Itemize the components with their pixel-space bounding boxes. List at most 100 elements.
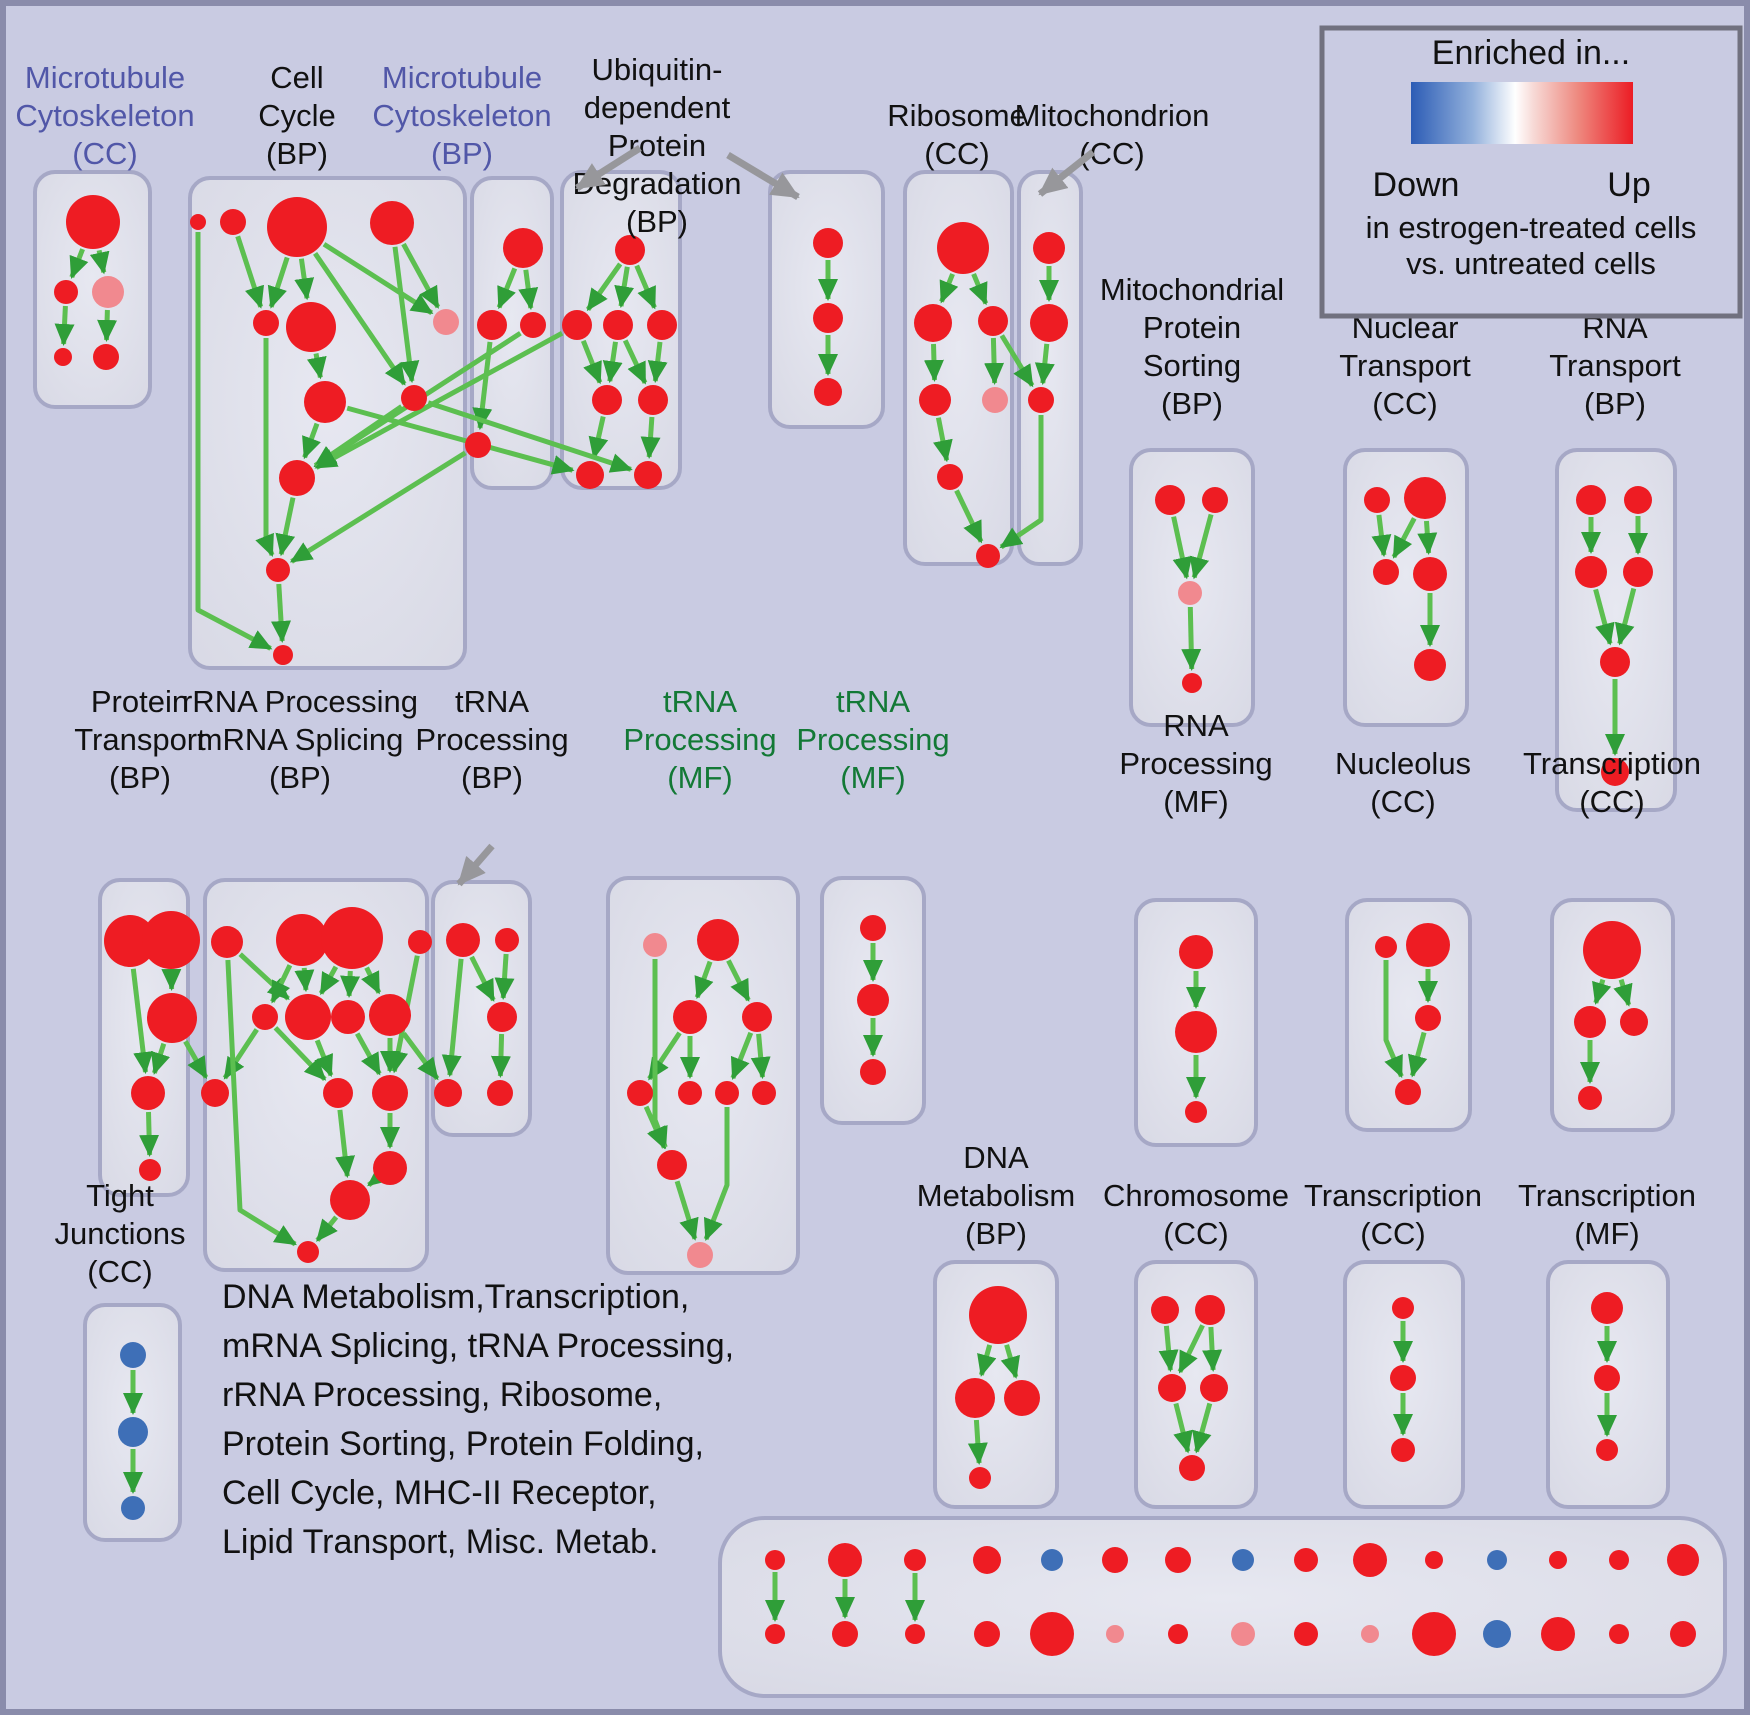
term-label-protein-transport-bp-line2: (BP) — [109, 760, 171, 795]
term-label-chromosome-cc-line0: Chromosome — [1103, 1178, 1289, 1213]
gene-set-node-pink — [1231, 1622, 1255, 1646]
gene-set-node-red — [1168, 1624, 1188, 1644]
term-label-rna-transport-bp-line2: (BP) — [1584, 386, 1646, 421]
misc-terms-text-line3: Protein Sorting, Protein Folding, — [222, 1425, 704, 1463]
edge-arrow — [1177, 1324, 1205, 1374]
gene-set-node-red — [974, 1621, 1000, 1647]
term-label-trna-processing-mf-2-line0: tRNA — [836, 684, 910, 719]
term-label-cell-cycle-bp-line0: Cell — [270, 60, 323, 95]
gene-set-node-red — [576, 461, 604, 489]
gene-set-node-red — [1158, 1374, 1186, 1402]
gene-set-node-red — [211, 926, 243, 958]
edge-arrow — [318, 965, 340, 996]
gene-set-node-red — [253, 310, 279, 336]
term-label-cell-cycle-bp-line1: Cycle — [258, 98, 336, 133]
gene-set-node-red — [201, 1079, 229, 1107]
edge-arrow — [518, 269, 539, 311]
gene-set-node-red — [860, 1059, 886, 1085]
gene-set-node-red — [657, 1150, 687, 1180]
edge-arrow — [703, 1107, 730, 1241]
gene-set-node-red — [286, 302, 336, 352]
gene-set-node-red — [503, 228, 543, 268]
term-label-rna-processing-mf-line0: RNA — [1163, 708, 1229, 743]
gene-set-node-red — [1406, 923, 1450, 967]
gene-set-node-red — [1600, 647, 1630, 677]
gene-set-node-red — [477, 310, 507, 340]
gene-set-node-red — [487, 1080, 513, 1106]
edge-arrow — [289, 450, 467, 564]
gene-set-node-blue — [121, 1496, 145, 1520]
term-label-rna-processing-mf-line2: (MF) — [1163, 784, 1228, 819]
gene-set-node-red — [1004, 1380, 1040, 1416]
gene-set-node-red — [142, 911, 200, 969]
gene-set-node-red — [1165, 1547, 1191, 1573]
term-label-mitochondrial-protein-sorting-bp-line3: (BP) — [1161, 386, 1223, 421]
edge-arrow — [306, 353, 327, 380]
edge-arrow — [933, 417, 953, 463]
gene-set-node-red — [857, 984, 889, 1016]
gene-set-node-red — [54, 280, 78, 304]
gene-set-node-red — [267, 197, 327, 257]
gene-set-node-red — [487, 1002, 517, 1032]
edge-arrow — [139, 1111, 160, 1157]
term-label-rrna-processing-mrna-splicing-bp-line1: mRNA Splicing — [197, 722, 404, 757]
gene-set-node-red — [1033, 232, 1065, 264]
edge-arrow — [588, 416, 609, 460]
legend-down-label: Down — [1373, 166, 1460, 204]
term-label-rna-processing-mf-line1: Processing — [1119, 746, 1272, 781]
edge-arrow — [314, 1039, 334, 1078]
edge-arrow — [235, 235, 265, 309]
gene-set-node-red — [266, 558, 290, 582]
term-box-mitochondrion-cc — [1017, 170, 1083, 566]
gene-set-node-red — [1620, 1008, 1648, 1036]
gene-set-node-red — [1425, 1551, 1443, 1569]
term-label-transcription-mf-line0: Transcription — [1518, 1178, 1696, 1213]
gene-set-node-blue — [1232, 1549, 1254, 1571]
edge-arrow — [1371, 514, 1392, 558]
edge-arrow — [1593, 588, 1615, 646]
edge-arrow — [294, 258, 315, 301]
gene-set-node-red — [66, 195, 120, 249]
gene-set-node-blue — [1487, 1550, 1507, 1570]
gene-set-node-red — [814, 378, 842, 406]
annotation-layer: DNA Metabolism,Transcription, mRNA Splici… — [222, 145, 1096, 1561]
term-label-microtubule-cytoskeleton-bp-line2: (BP) — [431, 136, 493, 171]
term-box-dna-metabolism-bp — [933, 1260, 1059, 1509]
gene-set-node-blue — [1483, 1620, 1511, 1648]
gene-set-node-red — [323, 1078, 353, 1108]
edge-arrow — [314, 331, 564, 470]
legend: Enriched in... Down Up in estrogen-treat… — [1319, 25, 1743, 319]
gene-set-node-red — [495, 928, 519, 952]
gene-set-node-red — [1179, 1455, 1205, 1481]
gene-set-node-red — [673, 1000, 707, 1034]
gene-set-node-red — [978, 306, 1008, 336]
edge-arrow — [361, 966, 382, 995]
gene-set-node-red — [147, 993, 197, 1043]
gene-set-node-red — [969, 1286, 1027, 1344]
term-label-protein-transport-bp-line0: Protein — [91, 684, 189, 719]
edge-arrow — [580, 339, 603, 385]
gene-set-node-red — [1353, 1543, 1387, 1577]
term-label-transcription-cc-upper-line0: Transcription — [1523, 746, 1701, 781]
gene-set-node-red — [1375, 936, 1397, 958]
gene-set-node-red — [1294, 1548, 1318, 1572]
gene-set-node-red — [813, 228, 843, 258]
gene-set-node-red — [742, 1002, 772, 1032]
term-label-nucleolus-cc-line0: Nucleolus — [1335, 746, 1471, 781]
term-label-microtubule-cytoskeleton-cc-line2: (CC) — [72, 136, 137, 171]
legend-subtitle-line1: in estrogen-treated cells — [1366, 210, 1697, 245]
gene-set-node-red — [937, 464, 963, 490]
gene-set-node-red — [434, 1079, 462, 1107]
edge-arrow — [427, 400, 633, 473]
gene-set-node-red — [752, 1081, 776, 1105]
gene-set-node-red — [1576, 485, 1606, 515]
gene-set-node-red — [860, 915, 886, 941]
gene-set-node-red — [1102, 1547, 1128, 1573]
gene-set-node-red — [1391, 1438, 1415, 1462]
gene-set-node-red — [369, 994, 411, 1036]
term-label-tight-junctions-cc-line2: (CC) — [87, 1254, 152, 1289]
gene-set-node-red — [1578, 1086, 1602, 1110]
edge-arrow — [346, 405, 575, 475]
edge-arrow — [1000, 1344, 1020, 1379]
gene-set-node-red — [638, 385, 668, 415]
